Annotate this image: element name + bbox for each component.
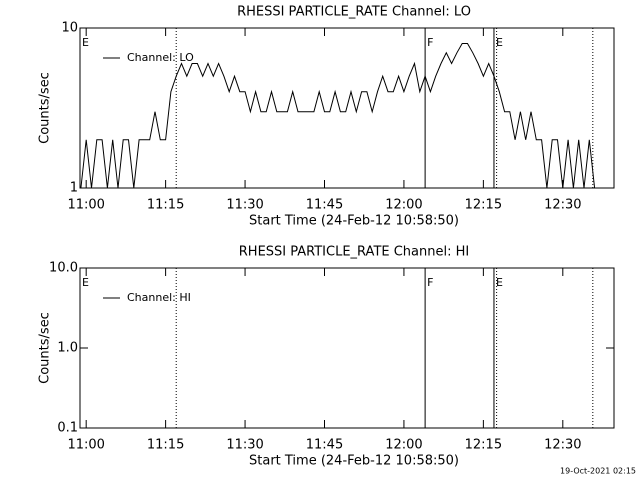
x-tick-label: 12:30 — [544, 438, 581, 453]
event-label: F — [427, 276, 433, 289]
x-axis-label: Start Time (24-Feb-12 10:58:50) — [249, 454, 459, 469]
x-tick-label: 11:00 — [67, 438, 104, 453]
x-tick-label: 12:00 — [385, 438, 422, 453]
x-tick-label: 11:15 — [147, 438, 184, 453]
legend-label: Channel: HI — [127, 291, 191, 304]
y-tick-label: 1 — [70, 181, 78, 196]
y-axis-label: Counts/sec — [38, 72, 53, 144]
plot-frame — [79, 27, 615, 189]
data-line — [80, 43, 596, 189]
event-label: F — [427, 36, 433, 49]
x-tick-label: 11:45 — [306, 438, 343, 453]
x-tick-label: 11:15 — [147, 198, 184, 213]
legend-label: Channel: LO — [127, 51, 194, 64]
timestamp: 19-Oct-2021 02:15 — [560, 467, 636, 476]
y-tick-label: 10.0 — [49, 261, 78, 276]
y-axis-label: Counts/sec — [38, 312, 53, 384]
y-tick-label: 0.1 — [57, 421, 78, 436]
x-tick-label: 11:30 — [226, 198, 263, 213]
x-tick-label: 11:45 — [306, 198, 343, 213]
event-label: E — [82, 276, 89, 289]
x-tick-label: 11:30 — [226, 438, 263, 453]
x-tick-label: 12:30 — [544, 198, 581, 213]
x-tick-label: 12:00 — [385, 198, 422, 213]
event-label: E — [496, 36, 503, 49]
y-tick-label: 10 — [61, 21, 78, 36]
x-tick-label: 11:00 — [67, 198, 104, 213]
event-label: E — [82, 36, 89, 49]
x-tick-label: 12:15 — [465, 438, 502, 453]
y-tick-label: 1.0 — [57, 341, 78, 356]
x-tick-label: 12:15 — [465, 198, 502, 213]
chart-title: RHESSI PARTICLE_RATE Channel: LO — [237, 5, 471, 20]
x-axis-label: Start Time (24-Feb-12 10:58:50) — [249, 214, 459, 229]
chart-title: RHESSI PARTICLE_RATE Channel: HI — [239, 245, 469, 260]
event-label: E — [496, 276, 503, 289]
